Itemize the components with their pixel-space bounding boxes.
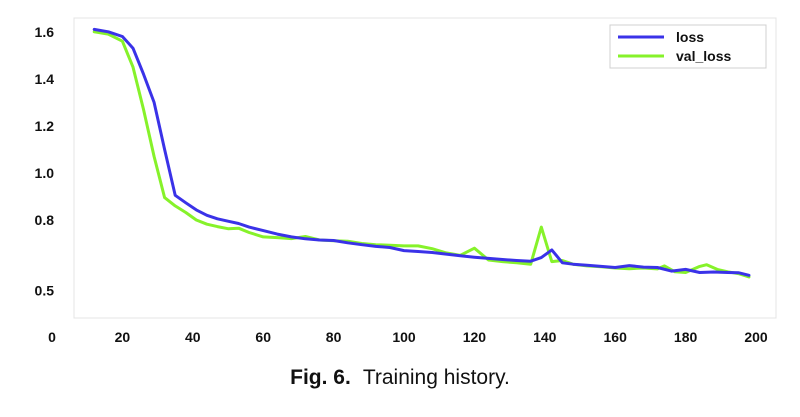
series-line-loss bbox=[92, 27, 751, 277]
x-tick-label: 120 bbox=[463, 329, 487, 345]
x-tick-label: 180 bbox=[674, 329, 698, 345]
x-tick-label: 60 bbox=[255, 329, 271, 345]
series-lines bbox=[92, 27, 751, 279]
y-tick-label: 1.4 bbox=[35, 71, 55, 87]
figure-caption: Fig. 6. Training history. bbox=[0, 366, 800, 390]
y-tick-label: 0.8 bbox=[35, 212, 55, 228]
x-tick-label: 40 bbox=[185, 329, 201, 345]
x-tick-label: 80 bbox=[326, 329, 342, 345]
figure-caption-text: Training history. bbox=[362, 366, 510, 389]
x-tick-label: 20 bbox=[115, 329, 131, 345]
y-tick-label: 0.5 bbox=[35, 283, 55, 299]
y-tick-label: 1.2 bbox=[35, 118, 55, 134]
x-tick-label: 200 bbox=[744, 329, 768, 345]
x-tick-label: 0 bbox=[48, 329, 56, 345]
y-tick-label: 1.0 bbox=[35, 165, 55, 181]
legend-box bbox=[609, 24, 767, 69]
y-tick-label: 1.6 bbox=[35, 24, 55, 40]
x-tick-label: 100 bbox=[392, 329, 416, 345]
legend-label-loss: loss bbox=[676, 29, 704, 45]
training-history-chart: 0 20 40 60 80 100 120 140 160 180 200 0.5 0.8 1.0 1.2… bbox=[35, 17, 777, 345]
x-axis-ticks: 0 20 40 60 80 100 120 140 160 180 200 bbox=[48, 329, 768, 345]
figure-number: Fig. 6. bbox=[290, 366, 351, 389]
legend: loss val_loss bbox=[609, 24, 767, 69]
x-tick-label: 160 bbox=[604, 329, 628, 345]
y-axis-ticks: 0.5 0.8 1.0 1.2 1.4 1.6 bbox=[35, 24, 55, 299]
legend-label-val-loss: val_loss bbox=[676, 48, 731, 64]
x-tick-label: 140 bbox=[533, 329, 557, 345]
